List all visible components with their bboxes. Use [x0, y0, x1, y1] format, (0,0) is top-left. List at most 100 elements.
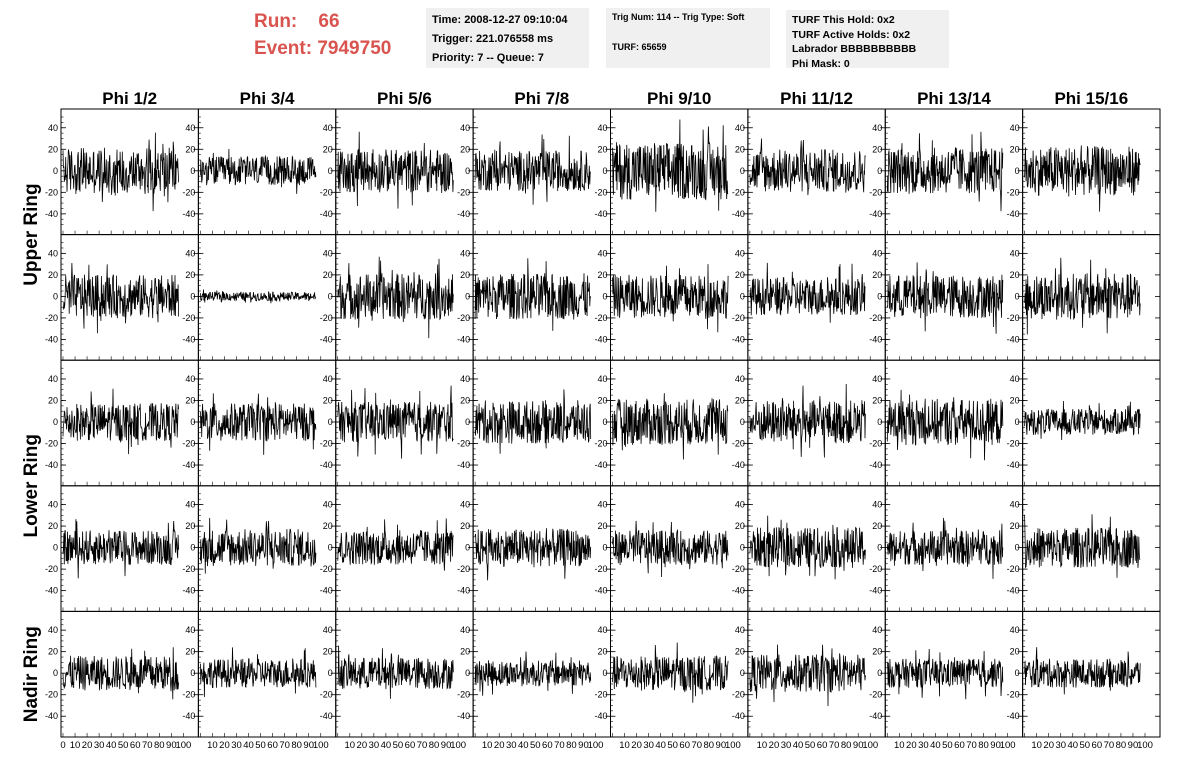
turf-active-holds-text: TURF Active Holds: 0x2: [792, 28, 911, 41]
y-tick-label: -40: [1007, 711, 1020, 721]
y-tick-label: -40: [457, 209, 470, 219]
y-tick-label: -40: [869, 711, 882, 721]
y-tick-label: 0: [328, 291, 333, 301]
waveform-trace: [474, 134, 592, 205]
x-tick-label: 60: [954, 740, 965, 751]
y-tick-label: -40: [869, 586, 882, 596]
y-tick-label: -40: [594, 460, 607, 470]
y-tick-label: 0: [877, 417, 882, 427]
waveform-trace: [474, 651, 592, 696]
y-tick-label: 40: [597, 123, 607, 133]
y-tick-label: -40: [45, 209, 58, 219]
y-tick-label: -40: [869, 209, 882, 219]
x-tick-label: 100: [450, 740, 466, 751]
y-tick-label: 0: [465, 291, 470, 301]
y-tick-label: 20: [323, 647, 333, 657]
waveform-trace: [200, 289, 317, 304]
y-tick-label: 20: [1010, 395, 1020, 405]
x-tick-label: 10: [70, 740, 81, 751]
y-tick-label: -40: [320, 460, 333, 470]
y-tick-label: -20: [1007, 313, 1020, 323]
y-tick-label: 20: [597, 647, 607, 657]
x-tick-label: 70: [829, 740, 840, 751]
y-tick-label: 40: [872, 625, 882, 635]
y-tick-label: -20: [594, 439, 607, 449]
y-tick-label: -20: [182, 187, 195, 197]
y-tick-label: -40: [1007, 460, 1020, 470]
waveform-panel: 40 20 0 -20 -40: [45, 108, 199, 236]
waveform-panel: 40 20 0 -20 -40: [45, 234, 199, 361]
waveform-trace: [612, 393, 729, 460]
waveform-trace: [749, 262, 866, 323]
x-tick-label: 90: [166, 740, 177, 751]
y-tick-label: 40: [48, 374, 58, 384]
x-tick-label: 50: [667, 740, 678, 751]
y-tick-label: 0: [328, 543, 333, 553]
waveform-panel: 40 20 0 -20 -40: [457, 234, 611, 361]
waveform-trace: [200, 148, 317, 194]
x-tick-label: 40: [518, 740, 529, 751]
y-tick-label: -40: [869, 460, 882, 470]
x-tick-label: 90: [853, 740, 864, 751]
y-tick-label: -40: [594, 711, 607, 721]
y-tick-label: 0: [602, 166, 607, 176]
y-tick-label: 20: [735, 395, 745, 405]
y-tick-label: 20: [872, 521, 882, 531]
y-tick-label: 20: [872, 270, 882, 280]
y-tick-label: 40: [1010, 374, 1020, 384]
waveform-panel: 40 20 0 -20 -40: [732, 234, 886, 361]
x-tick-label: 20: [494, 740, 505, 751]
y-tick-label: -20: [45, 690, 58, 700]
y-tick-label: -20: [45, 439, 58, 449]
y-tick-label: 40: [597, 248, 607, 258]
y-tick-label: 40: [735, 625, 745, 635]
y-tick-label: 20: [323, 270, 333, 280]
x-tick-label: 40: [655, 740, 666, 751]
y-tick-label: 0: [465, 166, 470, 176]
x-tick-label: 50: [118, 740, 129, 751]
waveform-trace: [62, 519, 179, 579]
x-tick-label: 50: [393, 740, 404, 751]
y-tick-label: 0: [53, 291, 58, 301]
y-tick-label: -20: [869, 187, 882, 197]
y-tick-label: -40: [732, 209, 745, 219]
y-tick-label: 20: [597, 270, 607, 280]
waveform-trace: [337, 645, 454, 699]
x-tick-label: 10: [894, 740, 905, 751]
column-header: Phi 5/6: [377, 89, 432, 108]
x-tick-label: 90: [303, 740, 314, 751]
turf-text: TURF: 65659: [612, 42, 667, 52]
x-tick-label: 10: [1031, 740, 1042, 751]
y-tick-label: 20: [48, 521, 58, 531]
y-tick-label: 0: [877, 543, 882, 553]
time-text: Time: 2008-12-27 09:10:04: [432, 14, 568, 26]
x-tick-label: 60: [817, 740, 828, 751]
y-tick-label: 0: [877, 668, 882, 678]
waveform-trace: [1024, 257, 1141, 335]
waveform-panel: 40 20 0 -20 -40: [732, 359, 886, 487]
y-tick-label: 40: [48, 123, 58, 133]
y-tick-label: -40: [45, 711, 58, 721]
x-tick-label: 10: [757, 740, 768, 751]
y-tick-label: 40: [323, 374, 333, 384]
y-tick-label: -40: [320, 711, 333, 721]
waveform-trace: [612, 264, 729, 333]
y-tick-label: -20: [45, 187, 58, 197]
y-tick-label: -40: [594, 586, 607, 596]
x-tick-label: 80: [429, 740, 440, 751]
event-value: 7949750: [317, 38, 392, 59]
y-tick-label: 20: [460, 647, 470, 657]
y-tick-label: 0: [1015, 291, 1020, 301]
y-tick-label: 0: [740, 417, 745, 427]
x-tick-label: 70: [966, 740, 977, 751]
y-tick-label: -40: [320, 334, 333, 344]
y-tick-label: -20: [594, 187, 607, 197]
x-tick-label: 90: [441, 740, 452, 751]
x-tick-label: 20: [82, 740, 93, 751]
y-tick-label: -20: [320, 690, 333, 700]
y-tick-label: 40: [48, 500, 58, 510]
waveform-panel: 40 20 0 -20 -40: [182, 108, 337, 236]
